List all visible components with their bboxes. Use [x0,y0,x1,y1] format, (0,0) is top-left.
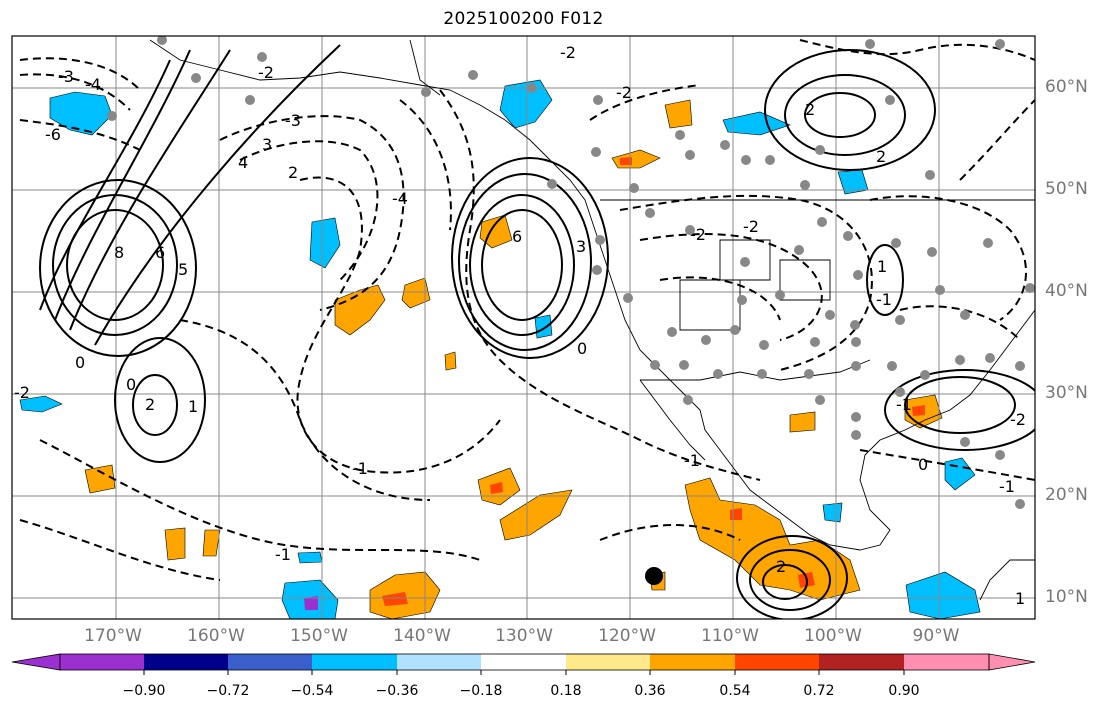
colorbar-swatch [904,654,989,670]
contour-label: -2 [14,383,30,402]
contour-label: 3 [262,135,272,154]
colorbar-tick-label: 0.54 [719,683,751,699]
lat-label: 60°N [1045,77,1088,97]
contour-label: -1 [275,545,291,564]
lon-label: 110°W [701,626,759,646]
contour-label: 2 [145,395,155,414]
lon-label: 130°W [495,626,553,646]
lat-lon-grid [12,36,1035,619]
contour-label: -1 [352,459,368,478]
colorbar-swatch [228,654,312,670]
contour-label: 6 [512,227,522,246]
contour-label: -2 [560,43,576,62]
colorbar-tick-label: 0.72 [803,683,835,699]
contour-label: 8 [114,243,124,262]
contour-label: -2 [743,217,759,236]
lon-label: 120°W [598,626,656,646]
contour-label: 6 [155,243,165,262]
lat-label: 40°N [1045,281,1088,301]
contour-label: 1 [877,257,887,276]
contour-label: 4 [238,153,248,172]
contour-label: -2 [258,63,274,82]
lon-label: 150°W [290,626,348,646]
colorbar-tick-label: 0.36 [634,683,666,699]
lat-label: 30°N [1045,383,1088,403]
colorbar-tick-label: −0.18 [459,683,503,699]
contour-label: 1 [1015,589,1025,608]
contour-label: -2 [690,225,706,244]
contour-label: -3 [58,67,74,86]
colorbar-swatch [481,654,566,670]
contour-label: 5 [178,260,188,279]
lon-label: 170°W [84,626,142,646]
contour-label: -1 [684,451,700,470]
contour-lines [19,39,1035,619]
contour-label: -1 [999,477,1015,496]
contour-label: 0 [918,455,928,474]
colorbar-tick-label: −0.72 [206,683,250,699]
contour-label: 2 [876,147,886,166]
contour-label: -6 [45,125,61,144]
lon-label: 100°W [804,626,862,646]
colorbar-swatch [650,654,735,670]
colorbar-swatch [566,654,650,670]
contour-label: 2 [288,163,298,182]
coastlines [149,39,1035,601]
colorbar-tick-label: −0.54 [290,683,334,699]
contour-label: -1 [876,290,892,309]
contour-label: -4 [392,189,408,208]
colorbar-swatch [735,654,819,670]
map-frame [11,35,1036,620]
colorbar-swatch [819,654,904,670]
colorbar [11,653,1036,675]
contour-label: -2 [1010,410,1026,429]
lon-label: 140°W [393,626,451,646]
colorbar-tick-label: 0.18 [550,683,582,699]
colorbar-tick-label: 0.90 [888,683,920,699]
colorbar-swatch [312,654,397,670]
contour-label: -4 [85,75,101,94]
lat-label: 10°N [1045,587,1088,607]
colorbar-tick-label: −0.90 [122,683,166,699]
contour-label: 2 [776,557,786,576]
contour-label: 0 [577,339,587,358]
colorbar-tick-label: −0.36 [375,683,419,699]
map-title: 2025100200 F012 [443,9,604,29]
contour-label: -2 [616,83,632,102]
lat-label: 20°N [1045,485,1088,505]
contour-label-group: -3 -4 -6 8 6 5 4 3 2 -2 -3 -4 6 3 -2 -2 … [14,43,1026,608]
lon-label: 160°W [187,626,245,646]
contour-label: 2 [805,100,815,119]
contour-label: -3 [285,111,301,130]
colorbar-swatch [397,654,481,670]
lat-label: 50°N [1045,179,1088,199]
contour-label: -1 [896,395,912,414]
contour-label: 1 [188,397,198,416]
contour-label: 0 [126,375,136,394]
colorbar-swatch [60,654,144,670]
lon-label: 90°W [912,626,960,646]
contour-label: 3 [576,237,586,256]
colorbar-extend-low [11,653,61,671]
station-markers [107,36,1035,509]
colorbar-extend-high [988,653,1036,671]
contour-label: 0 [75,353,85,372]
colorbar-swatch [144,654,228,670]
marker-point [645,567,663,585]
